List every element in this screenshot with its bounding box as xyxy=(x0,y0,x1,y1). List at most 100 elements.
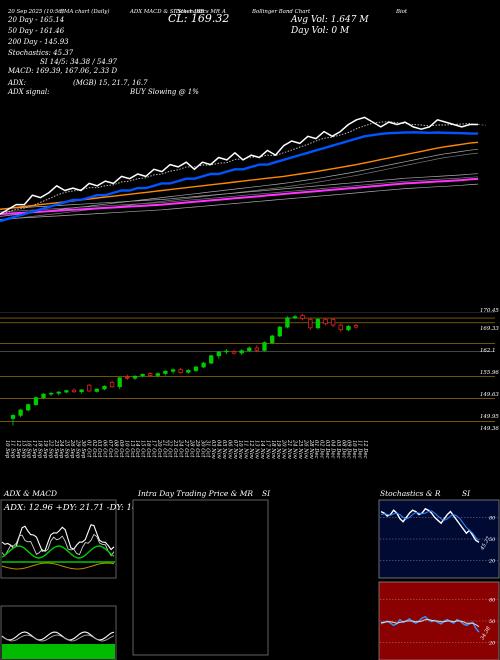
macd-signal-line xyxy=(1,634,115,642)
intraday-title: Intra Day Trading Price & MR xyxy=(137,489,253,498)
date-tick-label: 30 Oct xyxy=(199,440,205,458)
candle xyxy=(132,375,138,381)
candle-body xyxy=(300,315,305,319)
candle-body xyxy=(155,373,160,376)
candle-body xyxy=(346,325,351,331)
candle xyxy=(10,413,16,426)
header-text: Bollinger Band Chart xyxy=(251,9,311,15)
candle-body xyxy=(148,373,153,376)
candle xyxy=(262,341,267,352)
date-tick-label: 17 Oct xyxy=(151,440,157,458)
candle xyxy=(300,313,305,321)
macd-histogram xyxy=(2,644,115,659)
adx-lines xyxy=(1,524,115,570)
candle-body xyxy=(64,390,69,393)
candle-body xyxy=(231,351,237,354)
date-tick-label: 27 Oct xyxy=(183,439,189,458)
candle xyxy=(308,318,313,330)
date-tick-label: 10 Nov xyxy=(237,440,243,459)
header-text: Biot xyxy=(395,9,408,15)
candle-body xyxy=(285,317,290,328)
candle-body xyxy=(117,377,122,388)
adx-line xyxy=(1,545,115,559)
candle-body xyxy=(102,385,107,390)
osc-tick-label: 20 xyxy=(488,641,496,647)
candle-grid xyxy=(0,312,495,422)
candle xyxy=(94,388,99,393)
price-line xyxy=(0,116,478,215)
candle xyxy=(346,325,351,332)
ema200-readout: 200 Day - 145.93 xyxy=(7,38,69,46)
date-tick-label: 25 Sep xyxy=(64,439,70,459)
day-volume: Day Vol: 0 M xyxy=(290,26,350,36)
price-tick-label: 155.96 xyxy=(480,370,499,376)
candle xyxy=(41,392,46,400)
adx-line xyxy=(1,524,115,552)
date-axis: 10 Sep 11 Sep 12 Sep 15 Sep 16 Sep 17 Sep 18 S… xyxy=(4,439,368,459)
candle xyxy=(277,325,282,338)
header-text: 20 Sep 2025 (10:56) xyxy=(7,8,64,15)
date-tick-label: 18 Sep xyxy=(37,440,43,459)
candle xyxy=(178,368,183,374)
date-tick-label: 07 Oct xyxy=(107,440,113,458)
candle xyxy=(48,391,54,396)
date-tick-label: 02 Oct xyxy=(91,440,97,458)
header-text: ADX MACD & SI Stochastics MR xyxy=(129,9,220,15)
date-tick-label: 06 Nov xyxy=(226,440,232,459)
candle xyxy=(26,403,31,412)
date-tick-label: 15 Oct xyxy=(140,440,146,458)
date-tick-label: 08 Oct xyxy=(113,440,119,458)
header-text: EMA chart (Daily) xyxy=(59,8,109,15)
osc-line xyxy=(380,510,480,541)
osc-tick-label: 50 xyxy=(489,619,496,625)
date-tick-label: 21 Oct xyxy=(161,439,167,458)
macd-readout: MACD: 169.39, 167.06, 2.33 D xyxy=(7,67,117,75)
date-tick-label: 22 Sep xyxy=(47,439,53,459)
date-tick-label: 26 Sep xyxy=(69,439,75,459)
price-axis: 170.45 169.33 162.1 155.96 149.63 149.95 149.3… xyxy=(480,308,499,432)
date-tick-label: 24 Oct xyxy=(178,439,184,458)
date-tick-label: 29 Oct xyxy=(194,439,200,458)
candle xyxy=(170,368,176,374)
candle xyxy=(323,318,328,326)
candle-body xyxy=(330,318,336,326)
candle-body xyxy=(193,366,199,371)
candle xyxy=(193,365,199,372)
date-tick-label: 20 Nov xyxy=(281,439,287,459)
stochastics-title: Stochastics & R xyxy=(380,489,441,498)
candle xyxy=(125,374,130,380)
candle xyxy=(79,389,84,394)
candle xyxy=(148,372,153,377)
candle-body xyxy=(186,370,191,373)
osc-tick-label: 80 xyxy=(489,597,496,603)
price-extension xyxy=(477,124,487,126)
adx-label: ADX: xyxy=(7,79,26,87)
header-text: Ticker IBB xyxy=(175,9,204,15)
date-tick-label: 25 Nov xyxy=(297,439,303,459)
candle-body xyxy=(247,347,252,352)
date-tick-label: 12 Sep xyxy=(15,440,21,459)
adx-line xyxy=(1,562,115,570)
band-line xyxy=(0,173,479,210)
intraday-si-label: SI xyxy=(262,489,271,498)
date-tick-label: 21 Nov xyxy=(286,439,292,459)
candle-body xyxy=(79,389,84,393)
candle-body xyxy=(26,404,31,411)
date-tick-label: 09 Oct xyxy=(118,440,124,458)
candle-body xyxy=(323,318,328,324)
candle xyxy=(18,408,23,418)
band-line xyxy=(0,183,479,220)
date-tick-label: 23 Sep xyxy=(53,439,59,459)
candle-body xyxy=(277,326,282,337)
ema200-line xyxy=(0,177,479,216)
band-line xyxy=(0,176,479,213)
date-tick-label: 10 Dec xyxy=(351,440,357,458)
adx-values: (MGB) 15, 21.7, 16.7 xyxy=(73,79,148,87)
candle xyxy=(155,372,160,378)
date-tick-label: 24 Nov xyxy=(292,439,298,459)
date-tick-label: 30 Sep xyxy=(80,440,86,459)
date-tick-label: 03 Nov xyxy=(210,440,216,459)
date-tick-label: 04 Nov xyxy=(216,440,222,459)
candle xyxy=(64,389,69,394)
